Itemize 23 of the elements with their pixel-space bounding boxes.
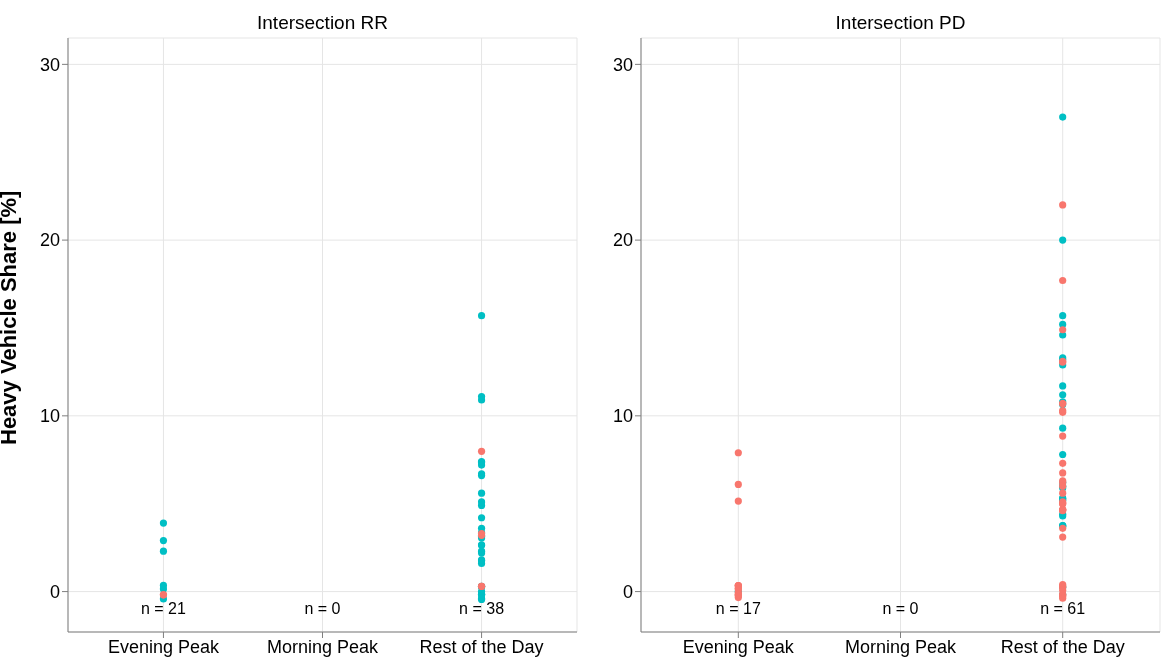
annotation: n = 61 [1039, 600, 1087, 619]
x-tick-label: Rest of the Day [419, 636, 544, 657]
y-tick-label: 30 [39, 54, 60, 75]
y-tick-label: 30 [612, 54, 633, 75]
y-tick-label: 10 [39, 406, 60, 427]
y-tick-label: 0 [49, 581, 60, 602]
y-tick-label: 20 [39, 230, 60, 251]
y-tick-label: 10 [612, 406, 633, 427]
annotation: n = 21 [139, 600, 187, 619]
x-tick-label: Evening Peak [682, 636, 795, 657]
y-axis-title: Heavy Vehicle Share [%] [0, 190, 21, 445]
annotation: n = 38 [458, 600, 506, 619]
chart-title: Intersection RR [256, 12, 389, 34]
x-tick-label: Morning Peak [844, 636, 958, 657]
x-tick-label: Evening Peak [107, 636, 220, 657]
x-tick-label: Morning Peak [266, 636, 380, 657]
y-tick-label: 20 [612, 230, 633, 251]
y-tick-label: 0 [622, 581, 633, 602]
chart-title: Intersection PD [834, 12, 967, 34]
annotation: n = 17 [714, 600, 762, 619]
x-tick-label: Rest of the Day [1000, 636, 1125, 657]
annotation: n = 0 [881, 600, 920, 619]
annotation: n = 0 [303, 600, 342, 619]
